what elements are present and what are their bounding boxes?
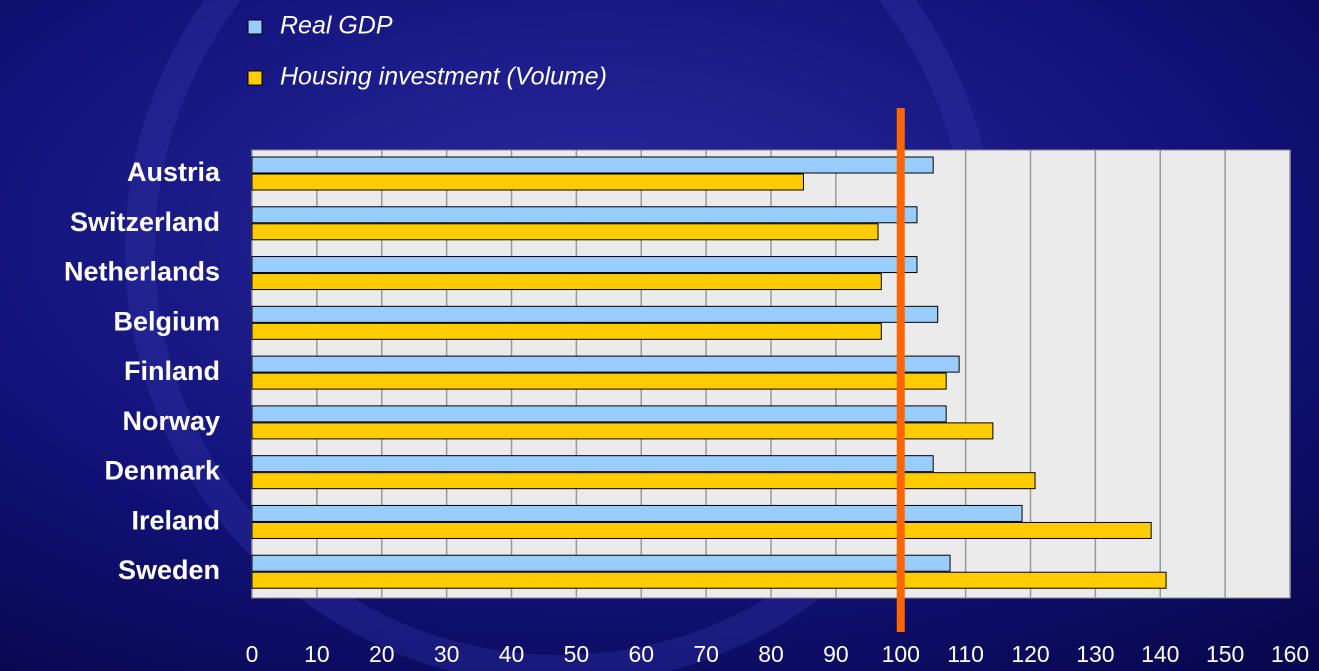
bar: [251, 305, 939, 323]
bar: [251, 472, 1036, 490]
bar: [251, 355, 960, 373]
category-label: Sweden: [118, 555, 220, 585]
x-tick-label: 0: [246, 641, 259, 667]
category-label: Denmark: [104, 456, 221, 486]
bar: [251, 372, 947, 390]
category-label: Switzerland: [70, 207, 220, 237]
legend-swatch: [247, 70, 263, 86]
bar: [251, 504, 1023, 522]
x-tick-label: 80: [758, 641, 784, 667]
legend-swatch: [247, 19, 263, 35]
legend-label: Real GDP: [280, 12, 393, 40]
x-tick-label: 140: [1141, 641, 1179, 667]
x-tick-label: 30: [434, 641, 460, 667]
bar: [251, 173, 804, 191]
bar: [251, 554, 951, 572]
bar: [251, 256, 918, 274]
x-tick-label: 10: [304, 641, 330, 667]
category-label: Norway: [122, 406, 220, 436]
x-tick-label: 90: [823, 641, 849, 667]
bar: [251, 405, 947, 423]
legend-label: Housing investment (Volume): [280, 63, 607, 91]
bar: [251, 322, 882, 340]
category-label: Austria: [127, 157, 221, 187]
bar: [251, 422, 994, 440]
bar: [251, 156, 934, 174]
x-tick-label: 70: [693, 641, 719, 667]
category-label: Belgium: [113, 306, 220, 336]
x-tick-label: 110: [947, 641, 984, 667]
x-tick-label: 160: [1271, 641, 1309, 667]
x-tick-label: 100: [882, 641, 920, 667]
bar: [251, 455, 934, 473]
x-tick-label: 50: [564, 641, 590, 667]
category-label: Finland: [124, 356, 220, 386]
x-tick-label: 20: [369, 641, 395, 667]
x-tick-label: 60: [628, 641, 654, 667]
x-tick-label: 150: [1206, 641, 1244, 667]
category-label: Ireland: [131, 505, 220, 535]
x-tick-label: 120: [1011, 641, 1049, 667]
x-tick-label: 130: [1076, 641, 1114, 667]
x-tick-label: 40: [499, 641, 525, 667]
category-label: Netherlands: [64, 257, 220, 287]
bar: [251, 273, 882, 291]
bar: [251, 223, 879, 241]
bar: [251, 206, 918, 224]
bar: [251, 571, 1167, 589]
bar: [251, 521, 1152, 539]
